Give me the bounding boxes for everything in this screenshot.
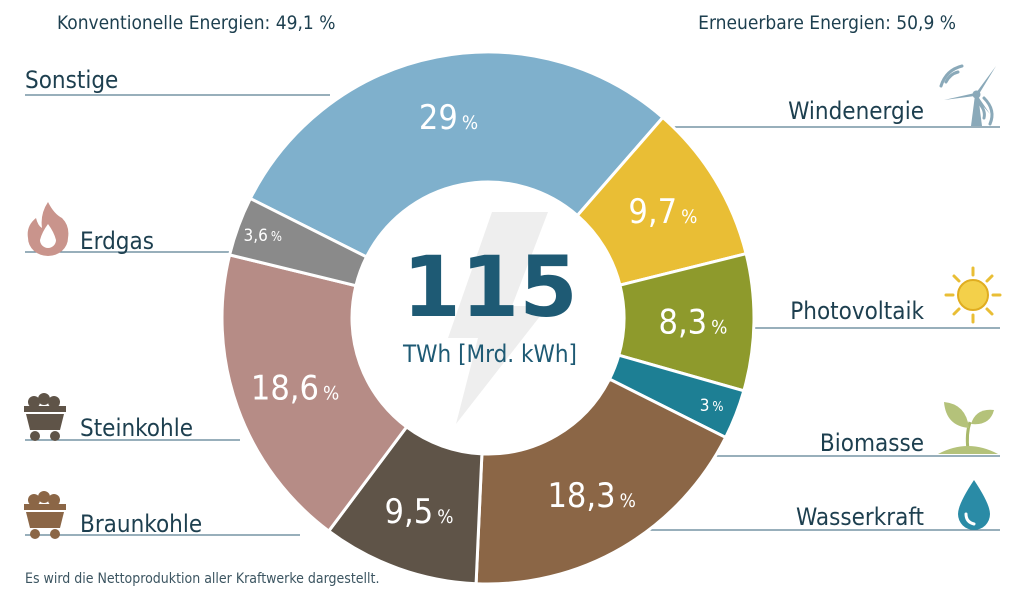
sprout-icon [938, 402, 998, 454]
legend-label-steinkohle: Steinkohle [80, 414, 193, 442]
legend-label-biomasse: Biomasse [819, 429, 924, 457]
coal-cart-icon [24, 393, 66, 441]
lightning-bolt-icon [448, 212, 548, 424]
flame-icon [27, 202, 69, 256]
water-drop-icon [958, 480, 990, 530]
slice-value-sonstige: 3,6% [244, 226, 282, 246]
wind-turbine-icon [939, 64, 996, 126]
footnote: Es wird die Nettoproduktion aller Kraftw… [25, 571, 380, 587]
center-total-value: 115 [402, 238, 577, 336]
slice-value-steinkohle: 9,5% [385, 492, 454, 532]
slice-value-braunkohle: 18,3% [547, 476, 635, 516]
conventional-total-label: Konventionelle Energien: 49,1 % [57, 12, 336, 34]
center-unit-label: TWh [Mrd. kWh] [402, 340, 577, 368]
legend-label-wasserkraft: Wasserkraft [796, 503, 924, 531]
renewable-total-label: Erneuerbare Energien: 50,9 % [698, 12, 956, 34]
slice-value-wasserkraft: 3% [700, 396, 724, 416]
coal-cart-icon [24, 491, 66, 539]
slice-value-biomasse: 8,3% [659, 302, 728, 342]
legend-label-erdgas: Erdgas [80, 227, 154, 255]
slice-value-photovoltaik: 9,7% [628, 192, 697, 232]
slice-value-windenergie: 29% [419, 98, 478, 138]
sun-icon [944, 266, 1002, 324]
legend-label-braunkohle: Braunkohle [80, 510, 203, 538]
legend-label-photovoltaik: Photovoltaik [790, 297, 924, 325]
slice-value-erdgas: 18,6% [251, 368, 339, 408]
legend-label-sonstige: Sonstige [25, 66, 119, 94]
legend-label-windenergie: Windenergie [788, 97, 924, 125]
